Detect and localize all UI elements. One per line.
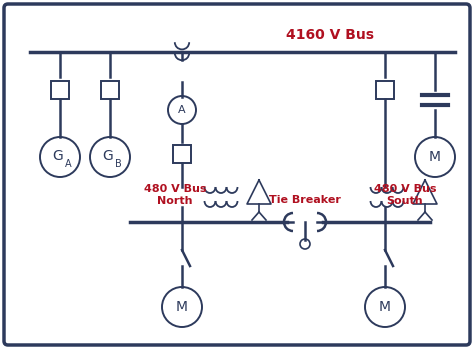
Text: A: A bbox=[64, 159, 71, 169]
Circle shape bbox=[162, 287, 202, 327]
Bar bbox=[101, 81, 119, 99]
Text: B: B bbox=[115, 159, 121, 169]
Circle shape bbox=[90, 137, 130, 177]
FancyBboxPatch shape bbox=[4, 4, 470, 345]
Text: M: M bbox=[379, 300, 391, 314]
Circle shape bbox=[168, 96, 196, 124]
Text: G: G bbox=[103, 149, 113, 163]
Text: 4160 V Bus: 4160 V Bus bbox=[286, 28, 374, 42]
Circle shape bbox=[365, 287, 405, 327]
Text: M: M bbox=[429, 150, 441, 164]
Text: 480 V Bus
South: 480 V Bus South bbox=[374, 184, 436, 206]
Text: Tie Breaker: Tie Breaker bbox=[269, 195, 341, 205]
Bar bbox=[51, 81, 69, 99]
Circle shape bbox=[300, 239, 310, 249]
Bar bbox=[173, 145, 191, 163]
Circle shape bbox=[415, 137, 455, 177]
Text: G: G bbox=[53, 149, 64, 163]
Text: A: A bbox=[178, 105, 186, 115]
Text: M: M bbox=[176, 300, 188, 314]
Text: 480 V Bus
North: 480 V Bus North bbox=[144, 184, 206, 206]
Circle shape bbox=[40, 137, 80, 177]
Bar bbox=[376, 81, 394, 99]
